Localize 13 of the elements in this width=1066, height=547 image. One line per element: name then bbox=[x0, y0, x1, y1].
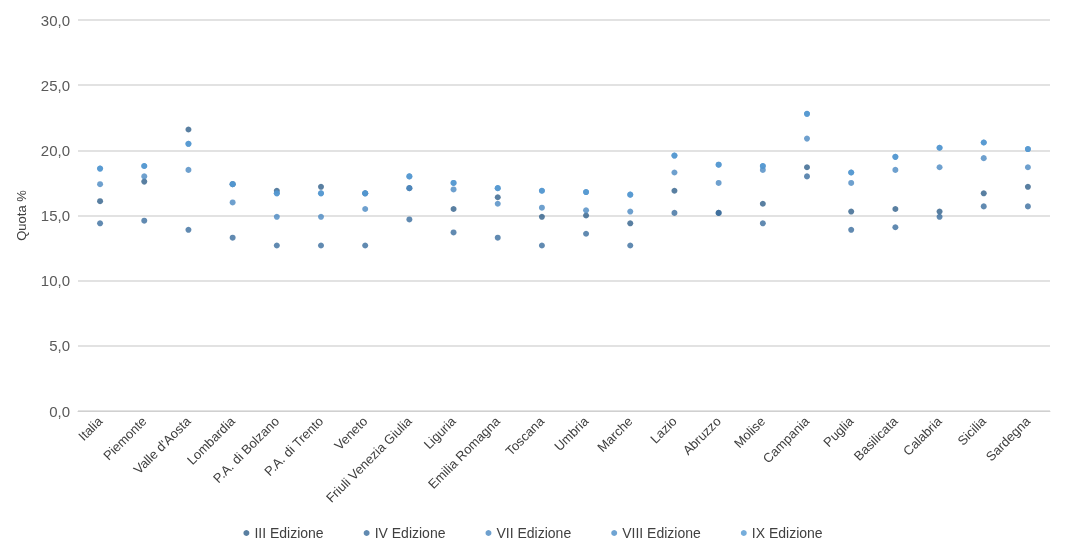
y-tick-label: 10,0 bbox=[40, 272, 70, 290]
y-axis-title: Quota % bbox=[14, 189, 29, 241]
y-tick-label: 15,0 bbox=[40, 207, 70, 224]
legend-label: IX Edizione bbox=[751, 525, 823, 541]
legend-label: VII Edizione bbox=[496, 525, 572, 541]
y-tick-label: 5,0 bbox=[49, 337, 70, 355]
legend-label: IV Edizione bbox=[374, 525, 446, 541]
legend-label: III Edizione bbox=[254, 525, 324, 541]
y-tick-label: 20,0 bbox=[40, 141, 70, 159]
legend-label: VIII Edizione bbox=[622, 525, 701, 541]
y-tick-label: 30,0 bbox=[40, 11, 70, 29]
y-tick-label: 25,0 bbox=[40, 76, 70, 94]
y-tick-label: 0,0 bbox=[49, 402, 70, 420]
